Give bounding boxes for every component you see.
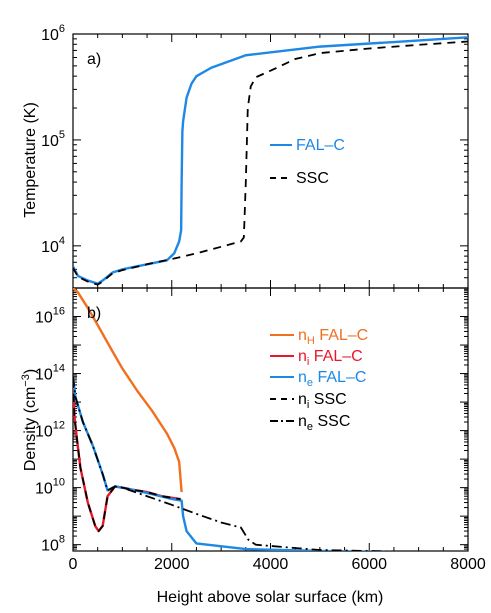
y-tick-label: 1010 (35, 477, 65, 498)
legend-label-3: ni SSC (298, 391, 347, 411)
temperature-series (73, 36, 468, 286)
density-ylabel-exp: −3 (20, 374, 32, 387)
temperature-plot-frame (72, 33, 469, 289)
y-tick-label: 1012 (35, 420, 65, 441)
legend-label-0: nH FAL–C (298, 327, 368, 347)
y-tick-label: 1016 (35, 306, 65, 327)
series-line-1 (73, 40, 468, 286)
legend-label-1: ni FAL–C (298, 348, 363, 368)
density-ylabel-main: Density (cm (22, 387, 39, 471)
y-tick-label: 104 (41, 235, 65, 256)
legend-label-2: ne FAL–C (298, 369, 366, 389)
series-line-0 (73, 288, 183, 493)
temperature-ylabel: Temperature (K) (22, 102, 39, 218)
density-plot-frame (72, 287, 469, 552)
series-line-0 (73, 36, 468, 285)
density-ylabel-end: ) (22, 369, 39, 374)
panel-b-label: b) (87, 305, 101, 322)
density-series (73, 288, 409, 551)
series-line-2 (73, 376, 402, 551)
panel-a-label: a) (87, 51, 101, 68)
density-ticks: 108 1010 1012 1014 1016 0 2000 4000 6000 8000 (35, 287, 486, 573)
density-ylabel: Density (cm−3) (20, 369, 39, 471)
legend-label-4: ne SSC (298, 413, 350, 433)
x-tick-label: 2000 (154, 556, 190, 573)
x-tick-label: 6000 (351, 556, 387, 573)
y-tick-label: 105 (41, 129, 65, 150)
y-tick-label: 1014 (35, 363, 65, 384)
temperature-panel: 104 105 106 a) Temperature (K) FAL–C SSC (22, 23, 469, 289)
y-tick-label: 106 (41, 23, 65, 44)
series-line-4 (73, 376, 409, 551)
y-tick-label: 108 (41, 534, 65, 555)
x-tick-label: 8000 (450, 556, 486, 573)
x-tick-label: 4000 (253, 556, 289, 573)
temperature-ticks: 104 105 106 (41, 23, 469, 289)
temperature-legend: FAL–C SSC (270, 137, 345, 187)
legend-label-0: FAL–C (296, 137, 345, 154)
x-axis-label: Height above solar surface (km) (157, 589, 384, 606)
legend-label-1: SSC (296, 170, 329, 187)
x-tick-label: 0 (69, 556, 78, 573)
series-line-3 (73, 379, 181, 532)
